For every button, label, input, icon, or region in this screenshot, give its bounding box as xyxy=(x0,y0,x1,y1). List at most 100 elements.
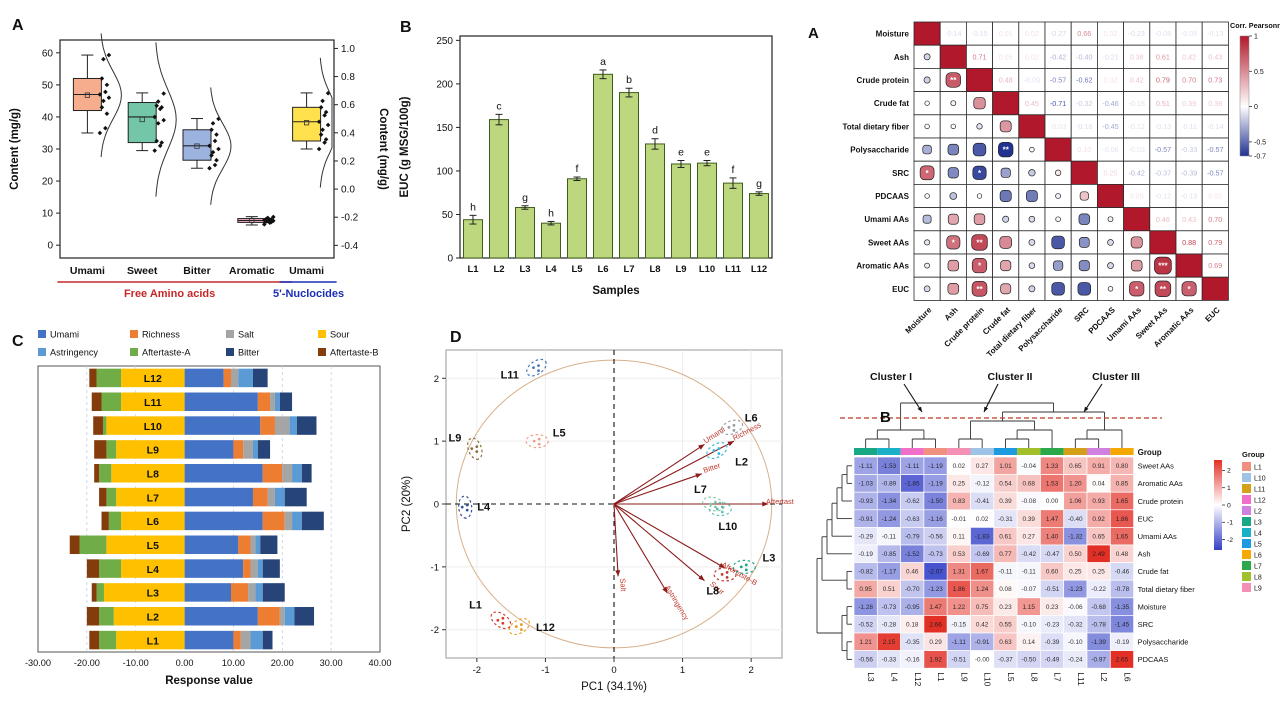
svg-text:-1.39: -1.39 xyxy=(1091,639,1106,646)
svg-text:Total dietary fiber: Total dietary fiber xyxy=(1138,585,1196,594)
svg-text:-0.56: -0.56 xyxy=(928,533,943,540)
svg-text:-1.23: -1.23 xyxy=(928,586,943,593)
svg-text:1.33: 1.33 xyxy=(1046,463,1059,470)
group-band-L6 xyxy=(1110,448,1134,455)
svg-text:0.79: 0.79 xyxy=(1208,238,1222,247)
svg-text:0.10: 0.10 xyxy=(1077,145,1091,154)
svg-text:0.25: 0.25 xyxy=(953,481,966,488)
svg-text:1.06: 1.06 xyxy=(1069,498,1082,505)
svg-text:1.0: 1.0 xyxy=(341,44,355,55)
svg-text:1.92: 1.92 xyxy=(929,657,942,664)
svg-text:-0.33: -0.33 xyxy=(1181,145,1197,154)
svg-text:-0.10: -0.10 xyxy=(1068,639,1083,646)
svg-text:Free Amino acids: Free Amino acids xyxy=(124,288,215,300)
svg-text:-1.17: -1.17 xyxy=(882,569,897,576)
svg-text:0.27: 0.27 xyxy=(1023,533,1036,540)
svg-text:-0.37: -0.37 xyxy=(998,657,1013,664)
svg-text:-0.12: -0.12 xyxy=(1155,192,1171,201)
svg-text:-1.45: -1.45 xyxy=(1115,621,1130,628)
svg-text:Bitter: Bitter xyxy=(238,348,259,358)
cluster-heatmap-svg: Cluster I Cluster II Cluster III Group -1.11… xyxy=(816,371,1266,687)
svg-text:-0.16: -0.16 xyxy=(905,657,920,664)
bar-L7 xyxy=(619,92,639,259)
svg-text:-0.22: -0.22 xyxy=(1091,586,1106,593)
svg-text:**: ** xyxy=(1003,146,1010,155)
svg-text:0.50: 0.50 xyxy=(1069,551,1082,558)
svg-text:L5: L5 xyxy=(1254,542,1262,549)
svg-text:-1.23: -1.23 xyxy=(1068,586,1083,593)
svg-text:0.01: 0.01 xyxy=(999,29,1013,38)
svg-text:0.46: 0.46 xyxy=(906,569,919,576)
svg-text:-0.97: -0.97 xyxy=(1091,657,1106,664)
svg-text:0.70: 0.70 xyxy=(1182,76,1196,85)
svg-text:0.5: 0.5 xyxy=(1254,69,1264,76)
svg-text:L6: L6 xyxy=(745,412,758,424)
svg-text:Salt: Salt xyxy=(238,330,254,340)
svg-text:0.39: 0.39 xyxy=(999,498,1012,505)
box-Sweet xyxy=(127,42,177,197)
svg-text:Polysaccharide: Polysaccharide xyxy=(1138,638,1189,647)
svg-text:L10: L10 xyxy=(699,264,715,275)
svg-text:-0.32: -0.32 xyxy=(1068,621,1083,628)
svg-text:Aromatic AAs: Aromatic AAs xyxy=(856,262,909,271)
svg-text:1.65: 1.65 xyxy=(1116,533,1129,540)
svg-text:1.20: 1.20 xyxy=(1069,481,1082,488)
group-legend-swatch-L7 xyxy=(1242,561,1251,570)
group-band-L5 xyxy=(993,448,1018,455)
svg-text:Aftertaste-B: Aftertaste-B xyxy=(330,348,379,358)
svg-text:SRC: SRC xyxy=(1138,620,1154,629)
svg-text:-10.00: -10.00 xyxy=(123,658,149,668)
svg-text:0.53: 0.53 xyxy=(953,551,966,558)
svg-text:-0.08: -0.08 xyxy=(1155,29,1171,38)
svg-text:-0.39: -0.39 xyxy=(1181,168,1197,177)
svg-text:0.70: 0.70 xyxy=(1208,215,1222,224)
boxplot-svg: 0 10 20 30 40 50 60 -0.4 -0.2 0.0 0.2 0.4 0.6 0.8 1.0 C… xyxy=(9,17,389,300)
svg-text:0.02: 0.02 xyxy=(953,463,966,470)
svg-text:-0.42: -0.42 xyxy=(1129,168,1145,177)
svg-text:L8: L8 xyxy=(1029,672,1039,682)
svg-text:-0.21: -0.21 xyxy=(1102,52,1118,61)
svg-text:f: f xyxy=(732,164,735,176)
svg-text:-0.14: -0.14 xyxy=(1207,122,1223,131)
svg-text:-0.51: -0.51 xyxy=(1045,586,1060,593)
svg-text:L9: L9 xyxy=(959,672,969,682)
svg-text:0.92: 0.92 xyxy=(1092,516,1105,523)
svg-text:-0.4: -0.4 xyxy=(341,241,359,252)
svg-text:-0.56: -0.56 xyxy=(858,657,873,664)
svg-text:L3: L3 xyxy=(866,672,876,682)
svg-text:Umami AAs: Umami AAs xyxy=(1138,532,1177,541)
svg-text:***: *** xyxy=(1158,262,1168,271)
group-band-L2 xyxy=(1087,448,1111,455)
svg-text:Polysaccharide: Polysaccharide xyxy=(850,146,909,155)
pca-plot: UmamiRichnessBitterAftertaste-AAftertast… xyxy=(401,349,806,693)
group-band-L8 xyxy=(1017,448,1041,455)
group-band-L11 xyxy=(1063,448,1087,455)
svg-text:20.00: 20.00 xyxy=(271,658,294,668)
svg-text:0.88: 0.88 xyxy=(1182,238,1196,247)
svg-text:0.79: 0.79 xyxy=(1156,76,1170,85)
svg-text:Crude fat: Crude fat xyxy=(1138,567,1170,576)
svg-text:-0.78: -0.78 xyxy=(1091,621,1106,628)
svg-text:0.42: 0.42 xyxy=(1182,52,1196,61)
svg-text:1.86: 1.86 xyxy=(1116,516,1129,523)
svg-text:-0.5: -0.5 xyxy=(1254,139,1266,146)
group-legend-swatch-L3 xyxy=(1242,517,1251,526)
svg-text:L5: L5 xyxy=(147,540,159,552)
bar-L3 xyxy=(515,207,535,259)
svg-text:-0.11: -0.11 xyxy=(998,569,1013,576)
svg-text:-1.19: -1.19 xyxy=(928,463,943,470)
group-legend-swatch-L4 xyxy=(1242,528,1251,537)
svg-text:d: d xyxy=(652,125,658,137)
svg-text:-0.14: -0.14 xyxy=(945,29,961,38)
pca-ellipse-L5 xyxy=(525,434,549,449)
svg-text:-0.63: -0.63 xyxy=(905,516,920,523)
panel-boxplot: 0 10 20 30 40 50 60 -0.4 -0.2 0.0 0.2 0.4 0.6 0.8 1.0 C… xyxy=(4,6,392,327)
svg-text:30: 30 xyxy=(42,145,54,156)
svg-text:-0.46: -0.46 xyxy=(1115,569,1130,576)
svg-text:L1: L1 xyxy=(1254,465,1262,472)
svg-text:L2: L2 xyxy=(735,456,748,468)
svg-text:0.65: 0.65 xyxy=(1092,533,1105,540)
svg-text:Salt: Salt xyxy=(618,578,628,592)
svg-text:EUC: EUC xyxy=(1138,514,1154,523)
boxplot-plot: 0 10 20 30 40 50 60 -0.4 -0.2 0.0 0.2 0.4 0.6 0.8 1.0 C… xyxy=(9,33,389,300)
